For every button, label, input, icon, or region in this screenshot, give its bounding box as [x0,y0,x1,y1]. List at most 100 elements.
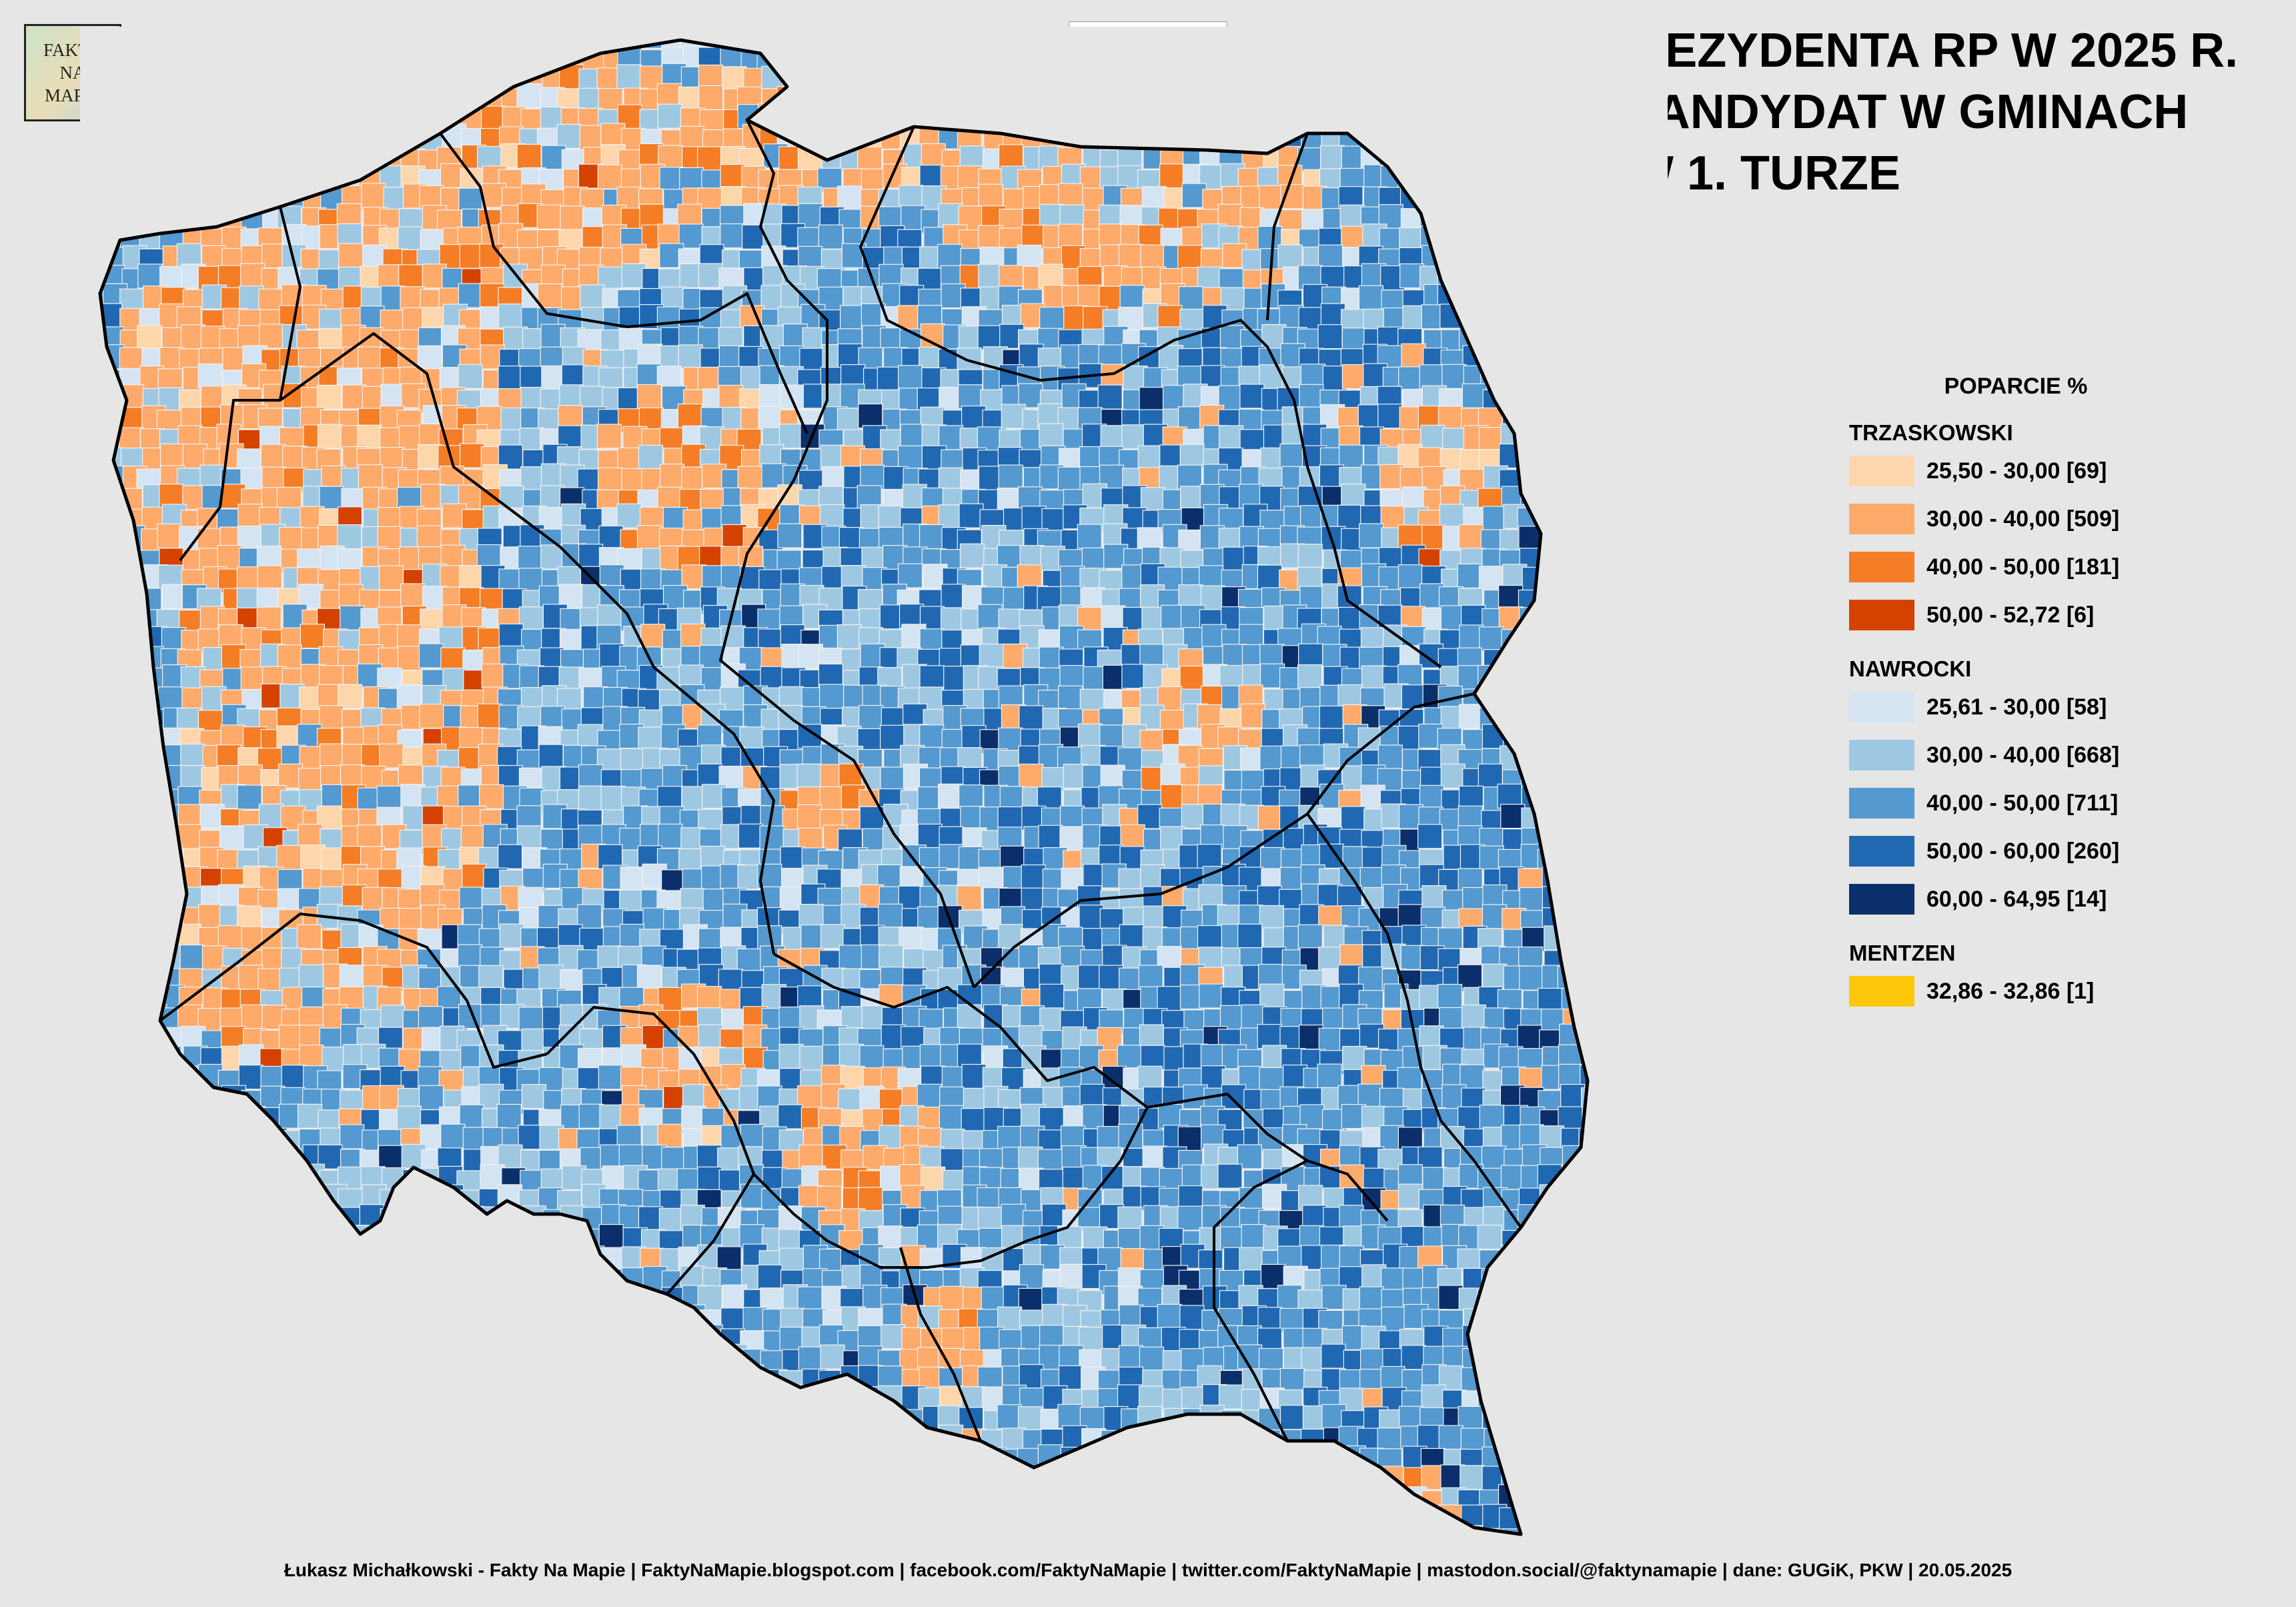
gmina-cell [498,304,524,329]
gmina-cell [737,466,762,491]
gmina-cell [978,183,1003,209]
gmina-cell [1257,564,1283,590]
gmina-cell [898,365,923,390]
gmina-cell [317,424,343,449]
gmina-cell [1019,705,1044,730]
gmina-cell [1137,445,1163,470]
gmina-cell [257,565,282,590]
gmina-cell [1001,404,1026,429]
gmina-cell [758,406,783,431]
gmina-cell [878,903,903,929]
gmina-cell [1200,1044,1226,1069]
gmina-cell [1221,1084,1247,1109]
gmina-cell [636,525,662,550]
gmina-cell [837,185,863,211]
gmina-cell [1477,1224,1502,1250]
gmina-cell [839,305,865,330]
gmina-cell [137,263,163,289]
gmina-cell [460,443,485,468]
gmina-cell [1017,564,1042,590]
gmina-cell [838,763,864,788]
gmina-cell [1321,1285,1347,1310]
gmina-cell [1118,1123,1143,1149]
gmina-cell [198,904,223,929]
gmina-cell [1259,745,1285,770]
gmina-cell [678,344,703,370]
poland-election-map [80,27,1668,1561]
gmina-cell [240,263,265,288]
gmina-cell [638,444,664,470]
gmina-cell [919,524,945,550]
gmina-cell [1517,1025,1542,1050]
gmina-cell [1121,424,1147,450]
gmina-cell [796,804,822,830]
gmina-cell [560,205,585,231]
gmina-cell [536,204,562,229]
gmina-cell [459,887,484,912]
gmina-cell [660,464,685,489]
gmina-cell [1298,643,1323,668]
gmina-cell [1358,285,1384,310]
gmina-cell [1038,263,1063,289]
gmina-cell [1519,965,1544,991]
gmina-cell [799,1045,824,1071]
gmina-cell [1277,244,1303,270]
gmina-cell [1237,923,1263,949]
gmina-cell [696,986,722,1011]
gmina-cell [636,965,662,990]
gmina-cell [778,1104,803,1129]
gmina-cell [1079,905,1104,930]
gmina-cell [757,1264,782,1289]
gmina-cell [380,384,406,409]
gmina-cell [197,363,223,389]
gmina-cell [1319,145,1345,170]
gmina-cell [998,464,1023,490]
gmina-cell [298,768,324,793]
gmina-cell [340,1124,365,1149]
gmina-cell [1177,245,1203,270]
gmina-cell [878,505,903,531]
gmina-cell [722,1284,747,1309]
gmina-cell [376,785,402,811]
gmina-cell [636,384,662,410]
gmina-cell [338,243,364,268]
gmina-cell [1317,1063,1342,1089]
gmina-cell [1337,504,1363,530]
gmina-cell [759,825,784,851]
gmina-cell [1039,423,1064,448]
gmina-cell [578,785,604,811]
gmina-cell [836,408,863,433]
gmina-cell [661,1147,686,1172]
gmina-cell [397,646,422,671]
gmina-cell [137,325,162,350]
gmina-cell [957,384,983,410]
gmina-cell [961,1063,987,1089]
gmina-cell [397,624,422,650]
gmina-cell [1157,305,1183,330]
gmina-cell [337,524,362,550]
gmina-cell [1039,306,1065,332]
gmina-cell [658,1207,684,1233]
gmina-cell [1038,825,1063,850]
gmina-cell [498,844,523,869]
gmina-cell [1119,285,1145,310]
gmina-cell [1337,585,1362,610]
gmina-cell [1217,1163,1243,1189]
gmina-cell [1219,425,1244,450]
gmina-cell [462,863,487,889]
gmina-cell [499,923,524,949]
gmina-cell [319,705,344,730]
gmina-cell [1058,183,1083,208]
gmina-cell [1157,1103,1183,1129]
gmina-cell [1297,544,1323,569]
gmina-cell [979,643,1004,669]
gmina-cell [358,346,383,372]
gmina-cell [1417,824,1443,849]
gmina-cell [281,1065,306,1090]
gmina-cell [580,284,605,310]
gmina-cell [1398,366,1423,392]
gmina-cell [718,384,744,410]
gmina-cell [819,786,844,811]
gmina-cell [716,1246,742,1271]
gmina-cell [460,825,486,851]
